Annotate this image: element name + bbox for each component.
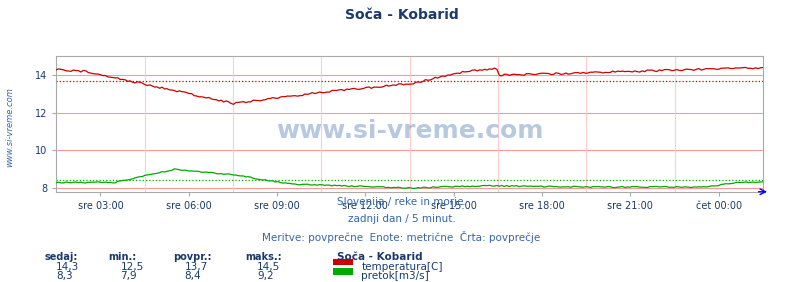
Text: Slovenija / reke in morje.: Slovenija / reke in morje. bbox=[336, 197, 466, 207]
Text: 9,2: 9,2 bbox=[257, 271, 273, 281]
Text: povpr.:: povpr.: bbox=[172, 252, 211, 262]
Text: maks.:: maks.: bbox=[245, 252, 282, 262]
Text: www.si-vreme.com: www.si-vreme.com bbox=[275, 119, 543, 143]
Text: 14,5: 14,5 bbox=[257, 262, 280, 272]
Text: 13,7: 13,7 bbox=[184, 262, 208, 272]
Text: 8,3: 8,3 bbox=[56, 271, 73, 281]
Text: zadnji dan / 5 minut.: zadnji dan / 5 minut. bbox=[347, 214, 455, 224]
Text: 7,9: 7,9 bbox=[120, 271, 137, 281]
Text: 8,4: 8,4 bbox=[184, 271, 201, 281]
Text: pretok[m3/s]: pretok[m3/s] bbox=[361, 271, 428, 281]
Text: www.si-vreme.com: www.si-vreme.com bbox=[5, 87, 14, 167]
Text: Meritve: povprečne  Enote: metrične  Črta: povprečje: Meritve: povprečne Enote: metrične Črta:… bbox=[262, 231, 540, 243]
Text: 12,5: 12,5 bbox=[120, 262, 144, 272]
Text: temperatura[C]: temperatura[C] bbox=[361, 262, 442, 272]
Text: min.:: min.: bbox=[108, 252, 136, 262]
Text: sedaj:: sedaj: bbox=[44, 252, 78, 262]
Text: Soča - Kobarid: Soča - Kobarid bbox=[337, 252, 423, 262]
Text: Soča - Kobarid: Soča - Kobarid bbox=[344, 8, 458, 23]
Text: 14,3: 14,3 bbox=[56, 262, 79, 272]
